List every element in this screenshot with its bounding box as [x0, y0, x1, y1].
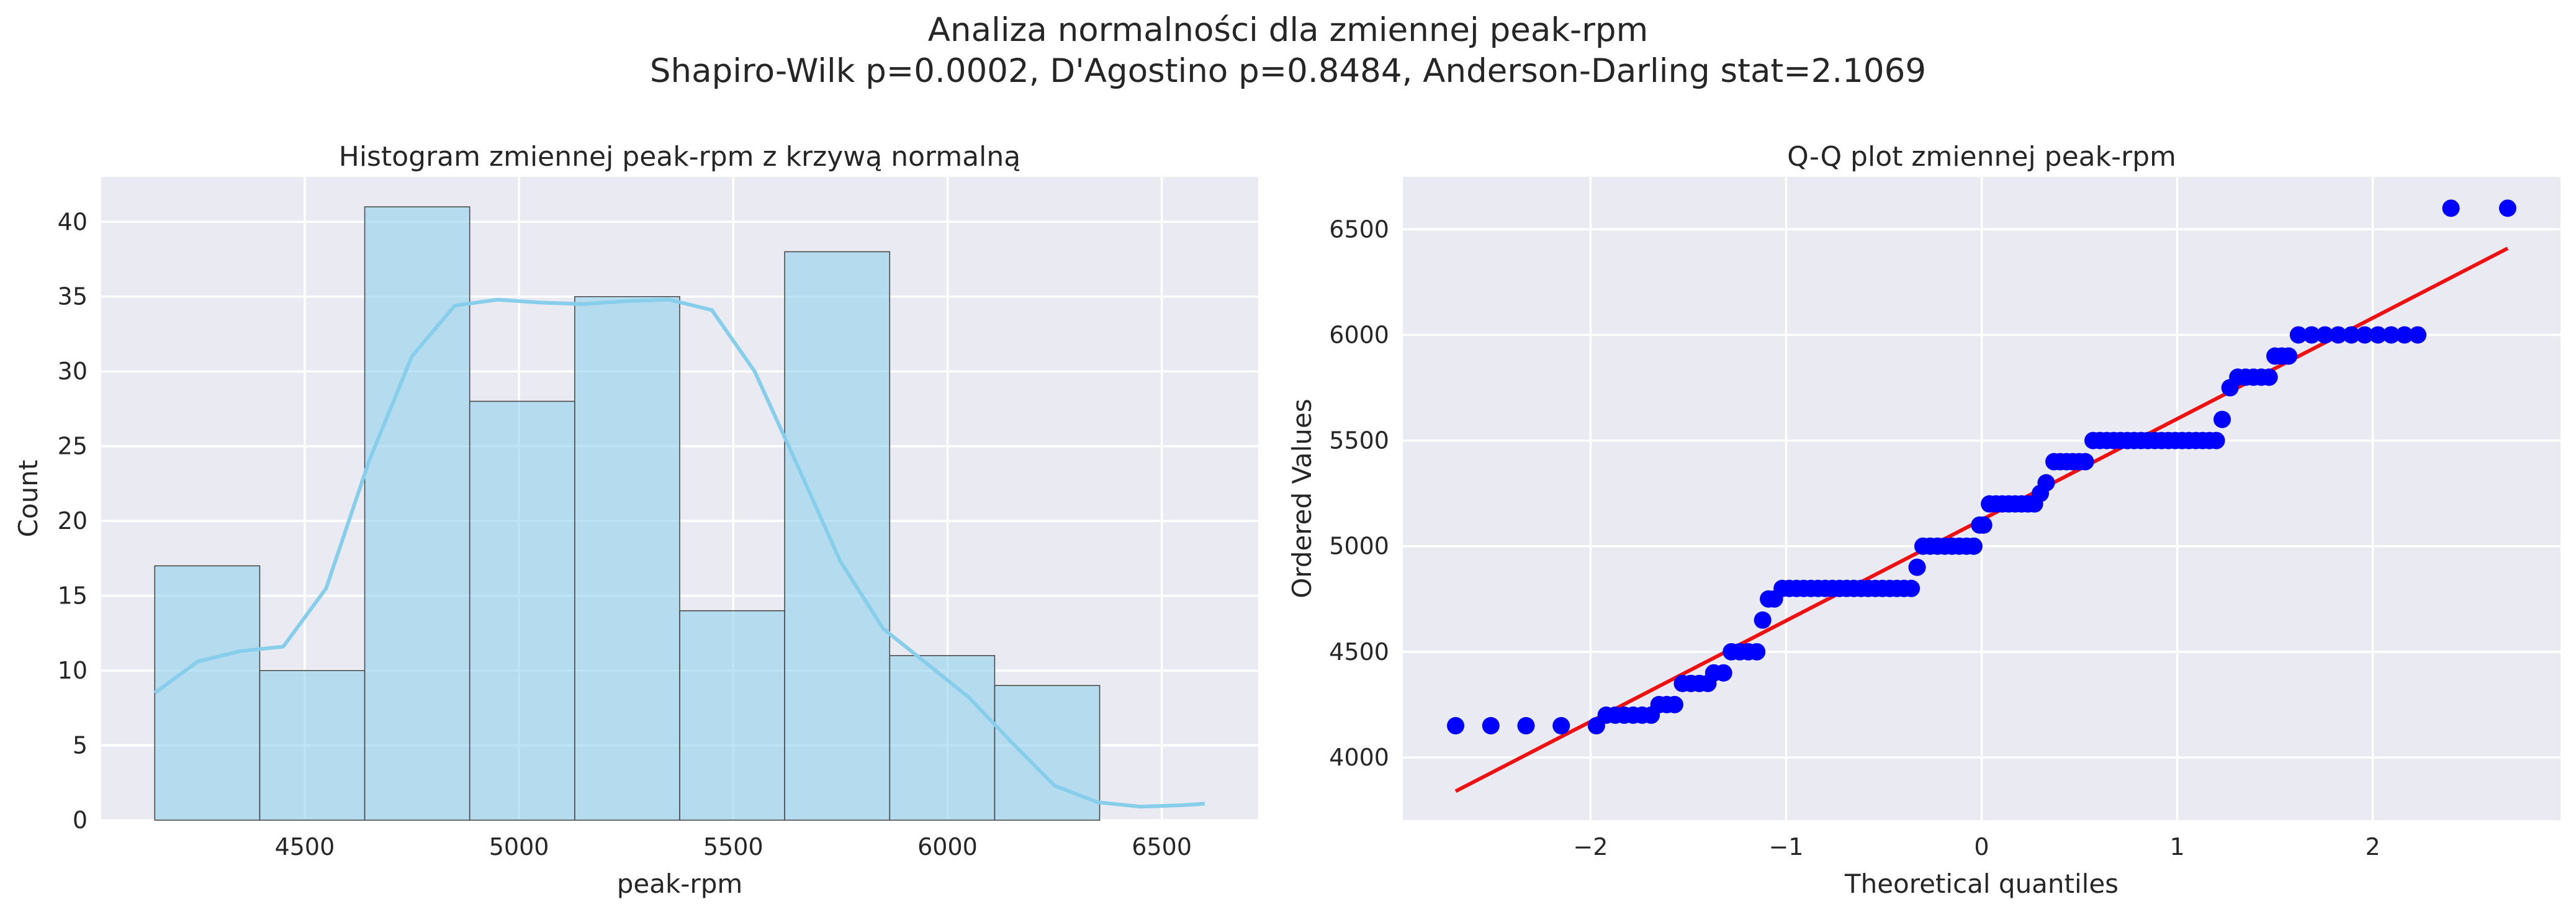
histogram-bar: [259, 670, 366, 821]
qq-point: [2280, 347, 2298, 365]
histogram-bar: [679, 610, 785, 821]
figure-title: Analiza normalności dla zmiennej peak-rp…: [927, 11, 1649, 49]
qq-point: [1517, 716, 1535, 734]
x-tick-label: −2: [1573, 833, 1608, 861]
qq-point: [2076, 453, 2094, 471]
histogram-bar: [994, 685, 1101, 821]
qq-point: [2498, 199, 2516, 217]
y-tick-label: 0: [73, 806, 88, 834]
qq-point: [1754, 611, 1772, 629]
y-tick-label: 6500: [1329, 215, 1389, 243]
qq-point: [1975, 516, 1993, 534]
qq-point: [2395, 326, 2413, 344]
qq-point: [2207, 431, 2225, 449]
histogram-bar: [364, 206, 471, 821]
qq-point: [2316, 326, 2334, 344]
x-tick-label: 5500: [703, 833, 763, 861]
histogram-y-axis-label: Count: [13, 460, 43, 538]
y-tick-label: 30: [58, 358, 88, 385]
y-tick-label: 40: [58, 208, 88, 235]
y-tick-label: 35: [58, 283, 88, 310]
qq-point: [2382, 326, 2400, 344]
x-tick-label: 0: [1974, 833, 1989, 861]
x-tick-label: 2: [2365, 833, 2380, 861]
y-tick-label: 5000: [1329, 533, 1389, 560]
qq-point: [2037, 474, 2055, 492]
qq-point: [1965, 537, 1983, 555]
histogram-bar: [784, 251, 891, 821]
histogram-bar: [469, 400, 575, 821]
qq-title: Q-Q plot zmiennej peak-rpm: [1787, 141, 2176, 173]
qq-point: [2442, 199, 2460, 217]
qq-point: [2303, 326, 2321, 344]
y-tick-label: 6000: [1329, 321, 1389, 348]
histogram-title: Histogram zmiennej peak-rpm z krzywą nor…: [339, 141, 1020, 173]
qq-point: [1482, 716, 1500, 734]
qq-point: [2213, 410, 2231, 428]
kde-curve: [153, 297, 1205, 809]
qq-point: [2356, 326, 2374, 344]
y-tick-label: 5500: [1329, 427, 1389, 454]
x-tick-label: 6500: [1132, 833, 1192, 861]
qq-x-axis-label: Theoretical quantiles: [1844, 869, 2119, 899]
figure-subtitle: Shapiro-Wilk p=0.0002, D'Agostino p=0.84…: [649, 52, 1927, 90]
histogram-bar: [574, 296, 680, 821]
y-tick-label: 10: [58, 657, 88, 684]
qq-point: [1447, 716, 1465, 734]
qq-point: [1665, 695, 1683, 713]
y-tick-label: 4500: [1329, 638, 1389, 666]
qq-point: [1908, 558, 1926, 576]
x-tick-label: −1: [1768, 833, 1803, 861]
qq-plot-chart: −2 −1 0 1 2 4000 4500 5000 5500 6000 6500 Q-Q plot …: [1288, 141, 2560, 899]
y-tick-label: 5: [73, 732, 88, 759]
qq-point: [2289, 326, 2307, 344]
qq-point: [1748, 643, 1766, 661]
histogram-chart: 4500 5000 5500 6000 6500 0 5 10 15 20 25 30 35 40 Hist…: [13, 141, 1258, 899]
histogram-bar: [889, 655, 996, 821]
qq-point: [1552, 716, 1570, 734]
qq-point: [2409, 326, 2427, 344]
y-tick-label: 20: [58, 507, 88, 535]
qq-point: [2260, 368, 2278, 386]
qq-point: [2329, 326, 2347, 344]
qq-point: [2343, 326, 2361, 344]
y-tick-label: 25: [58, 433, 88, 460]
qq-point: [1714, 664, 1732, 682]
y-tick-label: 4000: [1329, 744, 1389, 771]
y-tick-label: 15: [58, 582, 88, 610]
qq-y-axis-label: Ordered Values: [1288, 399, 1317, 599]
histogram-bar: [154, 565, 261, 821]
x-tick-label: 1: [2169, 833, 2184, 861]
qq-point: [2369, 326, 2387, 344]
histogram-x-axis-label: peak-rpm: [617, 869, 743, 899]
x-tick-label: 6000: [917, 833, 978, 861]
x-tick-label: 4500: [275, 833, 335, 861]
x-tick-label: 5000: [489, 833, 549, 861]
qq-point: [1903, 579, 1921, 597]
